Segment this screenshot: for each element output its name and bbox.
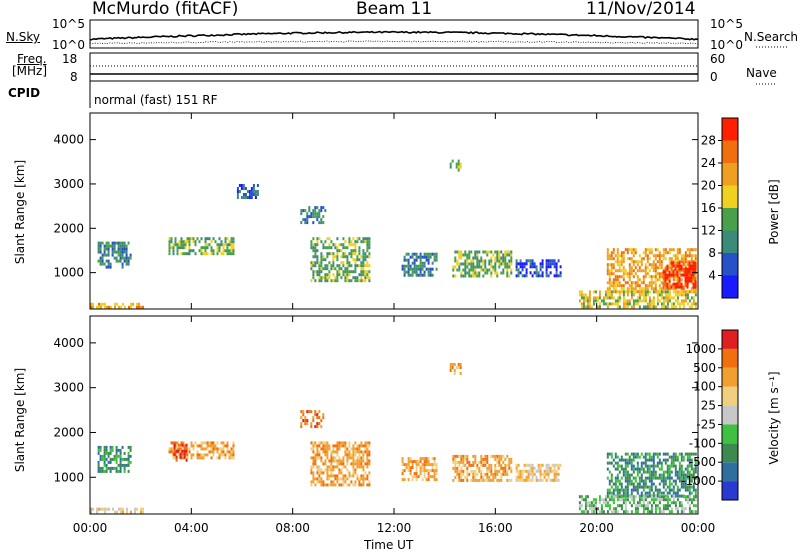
nsearch-line [89, 40, 699, 45]
velocity-region-10 [578, 495, 697, 514]
power-ytick-label-2: 3000 [53, 177, 84, 191]
power-colorbar-bin-3 [722, 208, 738, 231]
power-colorbar-bin-4 [722, 185, 738, 208]
velocity-colorbar-bin-0 [722, 481, 738, 500]
power-colorbar-bin-2 [722, 230, 738, 253]
power-colorbar-bin-5 [722, 163, 738, 186]
power-colorbar-tick-label-0: 4 [708, 269, 716, 283]
power-colorbar-bin-7 [722, 118, 738, 141]
xtick-label-2: 08:00 [275, 521, 310, 535]
power-ytick-label-1: 2000 [53, 221, 84, 235]
velocity-colorbar-tick-label-0: 1000 [685, 342, 716, 356]
power-colorbar-tick-label-4: 20 [701, 179, 716, 193]
x-axis-label: Time UT [364, 538, 414, 552]
station-title: McMurdo (fitACF) [92, 0, 239, 19]
xtick-label-0: 00:00 [73, 521, 108, 535]
power-colorbar-tick-label-1: 8 [708, 246, 716, 260]
velocity-colorbar-bin-6 [722, 367, 738, 387]
velocity-colorbar-bin-8 [722, 330, 738, 349]
power-colorbar-tick-label-5: 24 [701, 156, 716, 170]
power-region-3 [300, 206, 327, 225]
velocity-colorbar-bin-5 [722, 386, 738, 406]
velocity-region-11 [90, 507, 144, 514]
velocity-colorbar-bin-1 [722, 462, 738, 482]
velocity-ytick-label-1: 2000 [53, 425, 84, 439]
nsky-line [89, 30, 699, 41]
freq-unit-label: [MHz] [12, 64, 48, 78]
velocity-colorbar-bin-2 [722, 443, 738, 463]
power-ytick-label-0: 1000 [53, 266, 84, 280]
power-region-5 [401, 252, 438, 277]
nsky-label: N.Sky [6, 30, 41, 44]
date-title: 11/Nov/2014 [586, 0, 696, 19]
freq-tick-top: 18 [62, 52, 78, 66]
power-colorbar-bin-1 [722, 253, 738, 276]
velocity-colorbar-tick-label-4: -25 [696, 417, 716, 431]
xtick-label-5: 20:00 [579, 521, 614, 535]
power-colorbar-bin-0 [722, 275, 738, 298]
noise-tick-left-top: 10^5 [52, 17, 85, 31]
velocity-frame [89, 315, 699, 515]
velocity-region-6 [449, 363, 462, 375]
velocity-colorbar-bin-7 [722, 348, 738, 368]
velocity-colorbar-bin-4 [722, 405, 738, 425]
velocity-colorbar-tick-label-1: 500 [693, 361, 716, 375]
power-region-0 [97, 241, 132, 269]
velocity-region-0 [97, 445, 132, 473]
velocity-region-9 [606, 452, 697, 498]
velocity-region-4 [310, 441, 371, 487]
velocity-ytick-label-2: 3000 [53, 381, 84, 395]
power-region-12 [90, 302, 144, 309]
velocity-colorbar-bin-3 [722, 424, 738, 444]
velocity-region-7 [452, 454, 513, 482]
power-region-11 [578, 290, 697, 309]
nave-tick-top: 60 [710, 52, 726, 66]
nave-label: Nave [746, 66, 777, 80]
velocity-colorbar-frame [721, 329, 739, 501]
velocity-colorbar-tick-label-6: -500 [689, 455, 716, 469]
power-region-6 [449, 159, 462, 172]
velocity-colorbar-tick-label-2: 100 [693, 380, 716, 394]
xtick-label-6: 00:00 [681, 521, 716, 535]
velocity-region-3 [300, 410, 325, 429]
velocity-ytick-label-3: 4000 [53, 336, 84, 350]
power-region-4 [310, 237, 371, 283]
freq-label: Freq. [17, 52, 47, 66]
xtick-label-4: 16:00 [478, 521, 513, 535]
velocity-colorbar-tick-label-7: -1000 [681, 474, 716, 488]
freq-tick-bottom: 8 [70, 70, 78, 84]
power-colorbar-bin-6 [722, 140, 738, 163]
noise-tick-right-top: 10^5 [710, 17, 743, 31]
beam-title: Beam 11 [356, 0, 433, 19]
noise-tick-left-bottom: 10^0 [52, 38, 85, 52]
power-colorbar-tick-label-6: 28 [701, 134, 716, 148]
power-region-7 [452, 250, 513, 278]
velocity-ytick-label-0: 1000 [53, 470, 84, 484]
power-region-2 [236, 184, 259, 199]
xtick-label-3: 12:00 [377, 521, 412, 535]
xtick-label-1: 04:00 [174, 521, 209, 535]
power-frame [89, 112, 699, 310]
velocity-region-5 [401, 457, 438, 482]
freq-panel-frame [89, 52, 699, 82]
velocity-colorbar-tick-label-5: -100 [689, 436, 716, 450]
power-ytick-label-3: 4000 [53, 133, 84, 147]
power-region-10 [662, 261, 697, 289]
nave-tick-bottom: 0 [710, 70, 718, 84]
power-colorbar-tick-label-3: 16 [701, 201, 716, 215]
cpid-text: normal (fast) 151 RF [94, 93, 218, 107]
power-colorbar-tick-label-2: 12 [701, 224, 716, 238]
nsearch-label: N.Search [744, 30, 799, 44]
noise-tick-right-bottom: 10^0 [710, 38, 743, 52]
velocity-region-1 [168, 441, 235, 460]
noise-panel-frame [89, 19, 699, 49]
power-region-8 [515, 259, 562, 278]
velocity-colorbar-tick-label-3: 25 [701, 399, 716, 413]
power-region-1 [168, 237, 235, 256]
velocity-region-8 [515, 463, 562, 482]
velocity-region-2 [173, 443, 188, 462]
cpid-label: CPID [8, 86, 41, 100]
